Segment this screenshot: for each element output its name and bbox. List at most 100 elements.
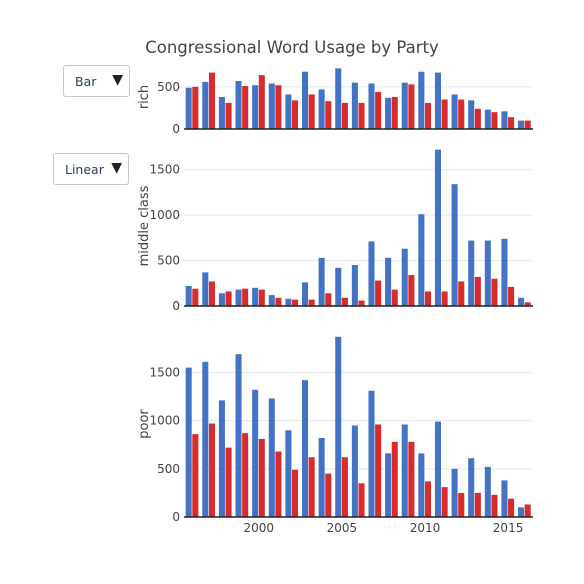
bar xyxy=(302,71,309,129)
bar xyxy=(408,441,415,517)
bar xyxy=(358,102,365,129)
bar xyxy=(401,424,408,517)
bar xyxy=(458,281,465,306)
bar xyxy=(518,120,525,129)
bar xyxy=(484,466,491,517)
bar xyxy=(202,272,209,306)
bar xyxy=(225,102,232,129)
chart-type-dropdown[interactable]: Bar ▼ xyxy=(63,65,130,97)
bar xyxy=(524,504,531,517)
bar xyxy=(424,291,432,306)
bar xyxy=(185,87,192,129)
bar xyxy=(468,458,475,517)
bar xyxy=(474,108,481,129)
bar xyxy=(285,94,292,129)
bar xyxy=(484,240,491,306)
bar xyxy=(275,451,282,517)
bar xyxy=(242,86,249,129)
bar xyxy=(451,184,458,306)
bar xyxy=(358,483,365,517)
bar xyxy=(458,492,465,517)
scale-dropdown[interactable]: Linear ▼ xyxy=(53,153,129,185)
bar xyxy=(418,71,425,129)
bar xyxy=(252,389,259,517)
bar xyxy=(385,257,392,306)
bar xyxy=(368,390,375,517)
bar xyxy=(341,297,348,306)
bar xyxy=(242,433,249,517)
bar xyxy=(275,85,282,129)
bar xyxy=(518,297,525,306)
bar xyxy=(202,361,209,517)
bar xyxy=(508,286,515,306)
bar xyxy=(218,400,225,517)
bar xyxy=(451,468,458,517)
bar xyxy=(325,473,332,517)
bar xyxy=(252,85,259,129)
bar xyxy=(318,257,325,306)
bar xyxy=(335,68,342,129)
bar xyxy=(501,111,508,129)
bar xyxy=(385,97,392,129)
bar xyxy=(325,101,332,129)
bar xyxy=(335,267,342,306)
bar xyxy=(325,293,332,306)
bar xyxy=(524,302,531,306)
y-tick-label: 1500 xyxy=(149,163,180,177)
bar xyxy=(408,275,415,306)
y-tick-label: 0 xyxy=(172,299,180,313)
bar xyxy=(391,97,398,129)
bar xyxy=(434,421,441,517)
bar xyxy=(474,492,481,517)
bar xyxy=(258,75,265,129)
bar xyxy=(458,99,465,129)
bar xyxy=(468,100,475,129)
y-tick-label: 500 xyxy=(157,254,180,268)
bar xyxy=(358,300,365,306)
y-axis-label: middle class xyxy=(137,185,152,266)
bar xyxy=(185,367,192,517)
bar xyxy=(202,81,209,129)
chevron-down-icon: ▼ xyxy=(111,160,122,176)
bar xyxy=(208,72,215,129)
bar xyxy=(292,299,299,306)
bar xyxy=(451,94,458,129)
bar xyxy=(292,100,299,129)
bar xyxy=(268,295,275,306)
bar xyxy=(391,441,398,517)
chart-title: Congressional Word Usage by Party xyxy=(145,38,439,57)
bar xyxy=(218,97,225,129)
bar xyxy=(185,286,192,306)
bar xyxy=(375,424,382,517)
bar xyxy=(351,265,358,306)
bar xyxy=(351,82,358,129)
bar xyxy=(268,83,275,129)
bar xyxy=(368,83,375,129)
bar xyxy=(268,398,275,517)
bar xyxy=(275,297,282,306)
bar xyxy=(341,457,348,517)
bar xyxy=(308,299,315,306)
x-tick-label: 2000 xyxy=(244,521,275,535)
bar xyxy=(258,289,265,306)
bar xyxy=(368,241,375,306)
bar xyxy=(441,99,448,129)
y-axis-label: poor xyxy=(137,409,152,439)
bar xyxy=(375,280,382,306)
bar xyxy=(474,276,481,306)
y-tick-label: 500 xyxy=(157,462,180,476)
bar xyxy=(252,287,259,306)
bar xyxy=(302,282,309,306)
bar xyxy=(491,278,498,306)
x-tick-label: 2005 xyxy=(327,521,358,535)
bar xyxy=(375,91,382,129)
bar xyxy=(235,81,242,129)
bar xyxy=(308,457,315,517)
bar xyxy=(524,120,531,129)
bar xyxy=(341,102,348,129)
bar xyxy=(434,72,441,129)
bar xyxy=(292,469,299,517)
bar xyxy=(308,94,315,129)
bar xyxy=(192,86,199,129)
bar xyxy=(318,437,325,517)
